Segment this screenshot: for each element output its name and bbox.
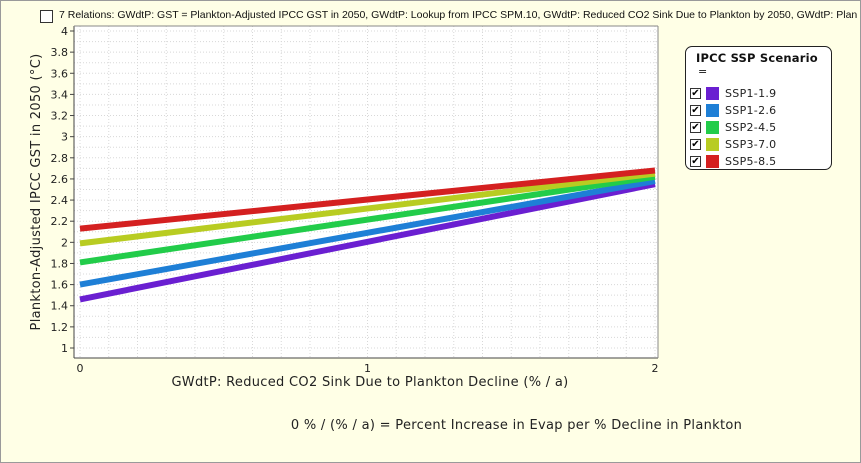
y-tick-label: 3 bbox=[61, 131, 68, 144]
series-lines bbox=[79, 167, 656, 303]
y-tick-label: 1.6 bbox=[51, 279, 69, 292]
y-tick-label: 1 bbox=[61, 342, 68, 355]
series-line-ssp3-7-0 bbox=[79, 170, 656, 247]
legend: IPCC SSP Scenario = ✔ SSP1-1.9 ✔ SSP1-2.… bbox=[685, 46, 832, 170]
legend-title-suffix: = bbox=[698, 65, 708, 78]
legend-label: SSP1-2.6 bbox=[725, 104, 777, 117]
y-tick-label: 4 bbox=[61, 25, 68, 38]
y-tick-label: 3.6 bbox=[51, 67, 69, 80]
series-line-ssp1-2-6 bbox=[79, 178, 656, 288]
relations-title: 7 Relations: GWdtP: GST = Plankton-Adjus… bbox=[59, 9, 858, 21]
check-icon[interactable]: ✔ bbox=[690, 88, 701, 99]
legend-item-ssp5-85[interactable]: ✔ SSP5-8.5 bbox=[690, 155, 828, 169]
x-tick-label: 0 bbox=[77, 362, 84, 375]
legend-swatch bbox=[706, 87, 719, 100]
y-axis-label: Plankton-Adjusted IPCC GST in 2050 (°C) bbox=[29, 54, 44, 331]
legend-label: SSP5-8.5 bbox=[725, 155, 777, 168]
x-tick-label: 2 bbox=[652, 362, 659, 375]
legend-label: SSP3-7.0 bbox=[725, 138, 777, 151]
legend-item-ssp2-45[interactable]: ✔ SSP2-4.5 bbox=[690, 121, 828, 135]
y-tick-label: 2 bbox=[61, 236, 68, 249]
series-line-ssp5-8-5 bbox=[79, 167, 656, 232]
legend-swatch bbox=[706, 104, 719, 117]
legend-item-ssp1-19[interactable]: ✔ SSP1-1.9 bbox=[690, 87, 828, 101]
legend-title: IPCC SSP Scenario bbox=[696, 51, 818, 65]
x-axis-label: GWdtP: Reduced CO2 Sink Due to Plankton … bbox=[171, 375, 569, 390]
legend-swatch bbox=[706, 155, 719, 168]
legend-label: SSP1-1.9 bbox=[725, 87, 777, 100]
y-tick-label: 1.8 bbox=[51, 257, 69, 270]
series-line-ssp1-1-9 bbox=[79, 181, 656, 303]
check-icon[interactable]: ✔ bbox=[690, 105, 701, 116]
check-icon[interactable]: ✔ bbox=[690, 156, 701, 167]
y-tick-label: 2.8 bbox=[51, 152, 69, 165]
x-tick-label: 1 bbox=[364, 362, 371, 375]
axes bbox=[73, 25, 659, 359]
y-tick-labels: 1 1.2 1.4 1.6 1.8 2 2.2 2.4 2.6 2.8 3 3.2 3.4 3.6 3.8 4 bbox=[51, 25, 74, 355]
x-tick-labels: 0 1 2 bbox=[77, 362, 659, 375]
y-tick-label: 3.8 bbox=[51, 46, 69, 59]
legend-label: SSP2-4.5 bbox=[725, 121, 777, 134]
y-tick-label: 3.2 bbox=[51, 110, 69, 123]
legend-item-ssp1-26[interactable]: ✔ SSP1-2.6 bbox=[690, 104, 828, 118]
y-tick-label: 3.4 bbox=[51, 88, 69, 101]
series-line-ssp2-4-5 bbox=[79, 173, 656, 266]
legend-swatch bbox=[706, 121, 719, 134]
relations-checkbox[interactable] bbox=[40, 10, 53, 23]
legend-swatch bbox=[706, 138, 719, 151]
y-tick-label: 2.4 bbox=[51, 194, 69, 207]
check-icon[interactable]: ✔ bbox=[690, 139, 701, 150]
y-tick-label: 2.2 bbox=[51, 215, 69, 228]
y-tick-label: 2.6 bbox=[51, 173, 69, 186]
y-tick-label: 1.2 bbox=[51, 321, 69, 334]
footer-note: 0 % / (% / a) = Percent Increase in Evap… bbox=[290, 418, 743, 433]
y-tick-label: 1.4 bbox=[51, 300, 69, 313]
check-icon[interactable]: ✔ bbox=[690, 122, 701, 133]
legend-item-ssp3-70[interactable]: ✔ SSP3-7.0 bbox=[690, 138, 828, 152]
